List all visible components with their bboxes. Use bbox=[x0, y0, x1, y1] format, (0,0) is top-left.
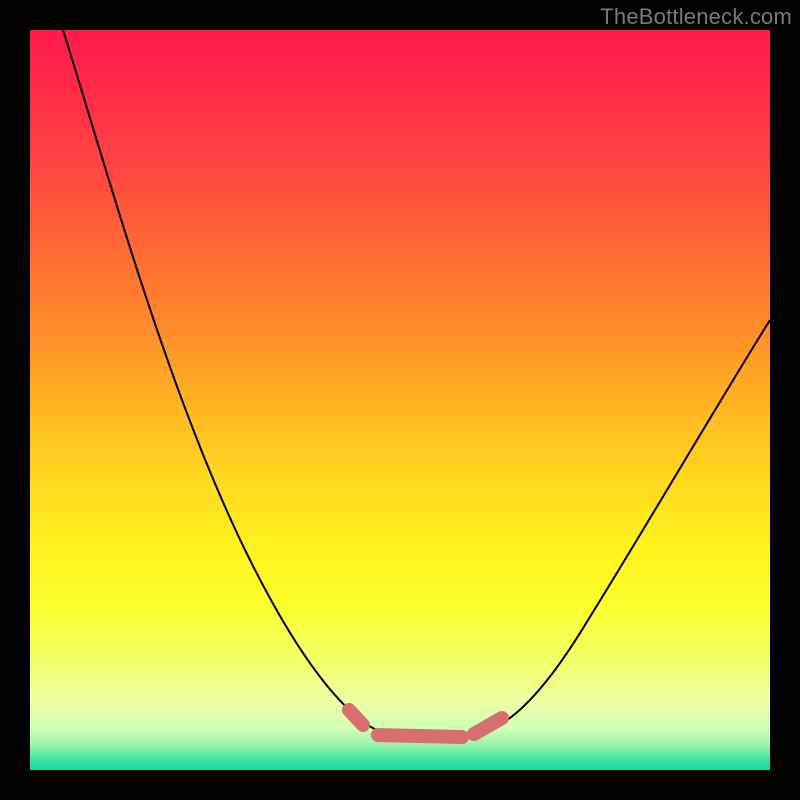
plot-gradient-background bbox=[30, 30, 770, 770]
watermark-text: TheBottleneck.com bbox=[600, 4, 792, 30]
bottleneck-curve-chart bbox=[0, 0, 800, 800]
chart-stage: TheBottleneck.com bbox=[0, 0, 800, 800]
highlight-segment bbox=[378, 735, 462, 737]
